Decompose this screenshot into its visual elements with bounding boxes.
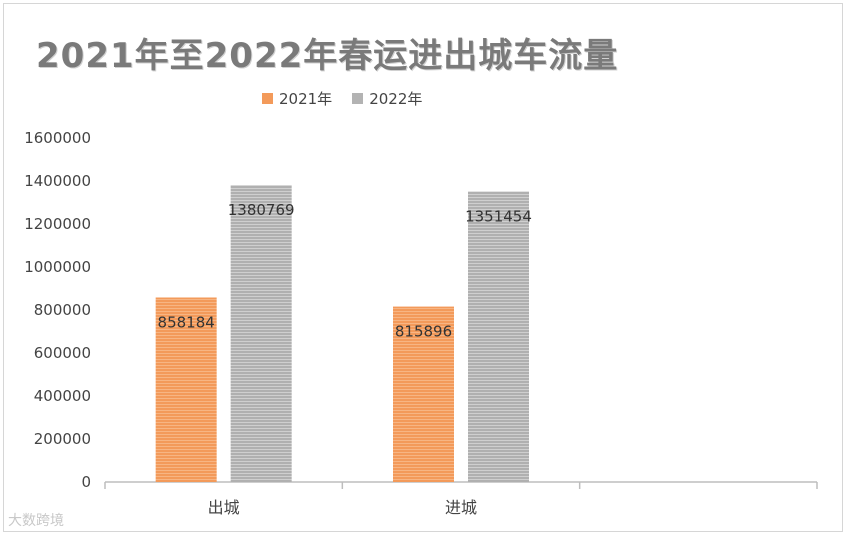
bar-2022	[230, 185, 292, 483]
y-tick-label: 600000	[34, 344, 91, 362]
bar-2021	[393, 306, 454, 482]
y-tick-label: 1600000	[24, 129, 91, 147]
bar-2022	[468, 191, 529, 483]
legend-label-2021: 2021年	[279, 90, 333, 108]
y-tick-label: 1000000	[24, 258, 91, 276]
bar-2021	[155, 297, 217, 482]
y-tick-label: 800000	[34, 301, 91, 319]
y-tick-label: 400000	[34, 387, 91, 405]
legend: 2021年 2022年	[262, 88, 422, 109]
chart-title: 2021年至2022年春运进出城车流量	[36, 36, 619, 76]
data-label: 1351454	[465, 207, 532, 225]
legend-swatch-2021	[262, 93, 273, 104]
legend-label-2022: 2022年	[369, 90, 423, 108]
legend-swatch-2022	[352, 93, 364, 104]
data-label: 858184	[158, 313, 215, 331]
legend-item-2021: 2021年	[262, 88, 332, 109]
legend-item-2022: 2022年	[352, 88, 422, 109]
watermark: 大数跨境	[8, 513, 64, 529]
data-label: 815896	[395, 323, 452, 341]
x-tick-label: 进城	[445, 498, 477, 517]
data-label: 1380769	[228, 201, 295, 219]
y-tick-label: 200000	[34, 430, 91, 448]
y-tick-label: 1200000	[24, 215, 91, 233]
y-tick-label: 1400000	[24, 172, 91, 190]
y-tick-label: 0	[81, 473, 91, 491]
x-tick-label: 出城	[208, 498, 240, 517]
